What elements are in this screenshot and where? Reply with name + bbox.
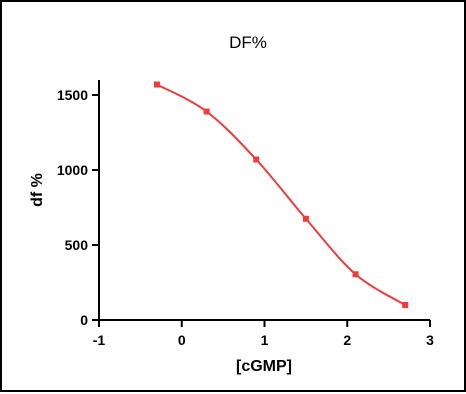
chart-title: DF% xyxy=(229,33,267,52)
data-point xyxy=(402,302,409,308)
data-points-layer xyxy=(153,81,409,308)
y-tick-label: 500 xyxy=(65,237,89,253)
y-tick-label: 1500 xyxy=(57,87,88,103)
data-point xyxy=(302,215,309,222)
y-axis-label: df % xyxy=(29,173,46,207)
x-axis-label: [cGMP] xyxy=(236,358,292,375)
data-point xyxy=(253,156,260,163)
data-point xyxy=(203,108,210,115)
x-tick-label: -1 xyxy=(93,332,106,348)
x-tick-label: 2 xyxy=(343,332,351,348)
fit-curve xyxy=(156,83,406,306)
data-point xyxy=(352,271,359,278)
fit-curve-layer xyxy=(156,83,406,306)
x-tick-label: 3 xyxy=(426,332,434,348)
x-tick-label: 1 xyxy=(261,332,269,348)
ticks: -1 0 1 2 3 0 500 1000 1500 xyxy=(57,87,434,348)
axes xyxy=(98,80,430,321)
y-tick-label: 0 xyxy=(80,312,88,328)
x-tick-label: 0 xyxy=(178,332,186,348)
y-tick-label: 1000 xyxy=(57,162,88,178)
data-point xyxy=(153,81,160,88)
